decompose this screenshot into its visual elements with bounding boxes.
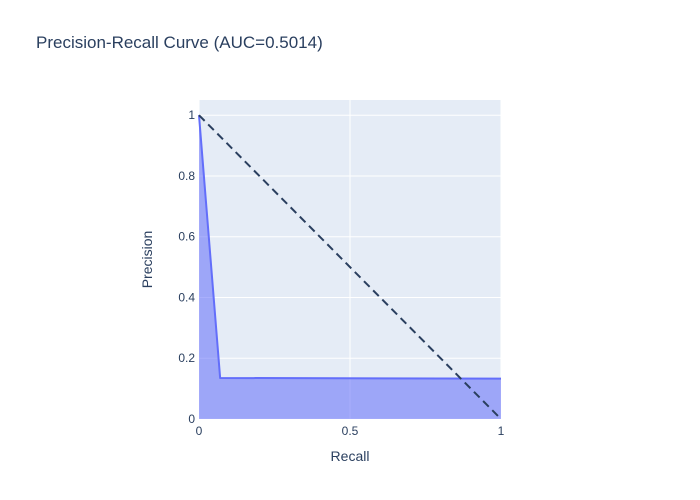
y-tick-label: 1 — [188, 108, 195, 122]
y-axis-title: Precision — [139, 231, 155, 289]
x-axis-title: Recall — [331, 448, 370, 464]
x-tick-label: 0 — [196, 424, 203, 438]
y-tick-label: 0.4 — [178, 290, 195, 304]
x-tick-label: 1 — [498, 424, 505, 438]
pr-curve-area — [199, 115, 501, 419]
y-tick-label: 0 — [188, 412, 195, 426]
baseline-dashed-line — [198, 114, 502, 420]
pr-curve-line — [198, 115, 502, 380]
series-layer — [198, 114, 502, 420]
x-tick-label: 0.5 — [342, 424, 359, 438]
y-tick-label: 0.2 — [178, 351, 195, 365]
y-tick-label: 0.8 — [178, 169, 195, 183]
chart-title: Precision-Recall Curve (AUC=0.5014) — [36, 33, 323, 52]
y-tick-label: 0.6 — [178, 230, 195, 244]
tick-labels: 0 0.5 1 0 0.2 0.4 0.6 0.8 1 — [178, 108, 504, 438]
